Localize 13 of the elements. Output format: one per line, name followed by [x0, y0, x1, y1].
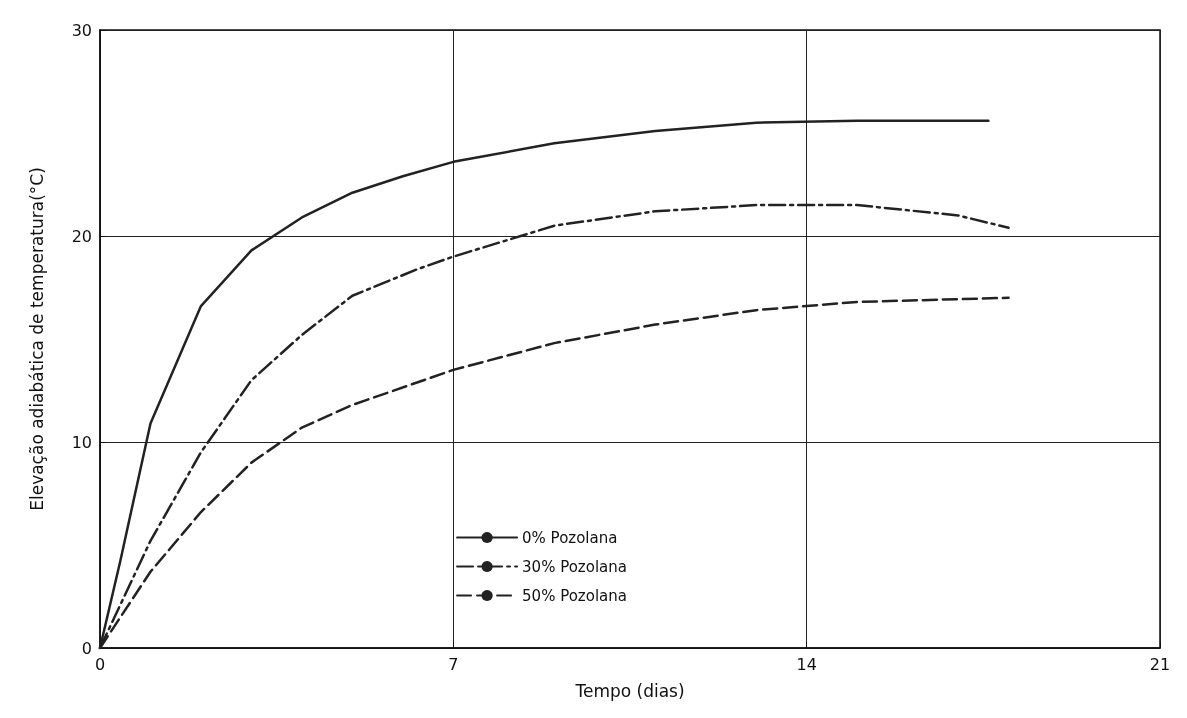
x-tick-label: 21 [1149, 654, 1171, 674]
y-tick-label: 20 [71, 226, 92, 246]
y-tick-label: 10 [71, 432, 92, 452]
x-tick-label: 0 [94, 654, 106, 674]
y-axis-title: Elevação adiabática de temperatura(°C) [26, 167, 47, 511]
legend-label: 0% Pozolana [522, 528, 618, 547]
y-tick-label: 0 [81, 638, 92, 658]
legend-label: 50% Pozolana [522, 586, 627, 605]
x-tick-label: 14 [796, 654, 817, 674]
legend-label: 30% Pozolana [522, 557, 627, 576]
y-tick-label: 30 [71, 20, 92, 40]
x-axis-title: Tempo (dias) [574, 680, 685, 701]
x-tick-label: 7 [448, 654, 459, 674]
